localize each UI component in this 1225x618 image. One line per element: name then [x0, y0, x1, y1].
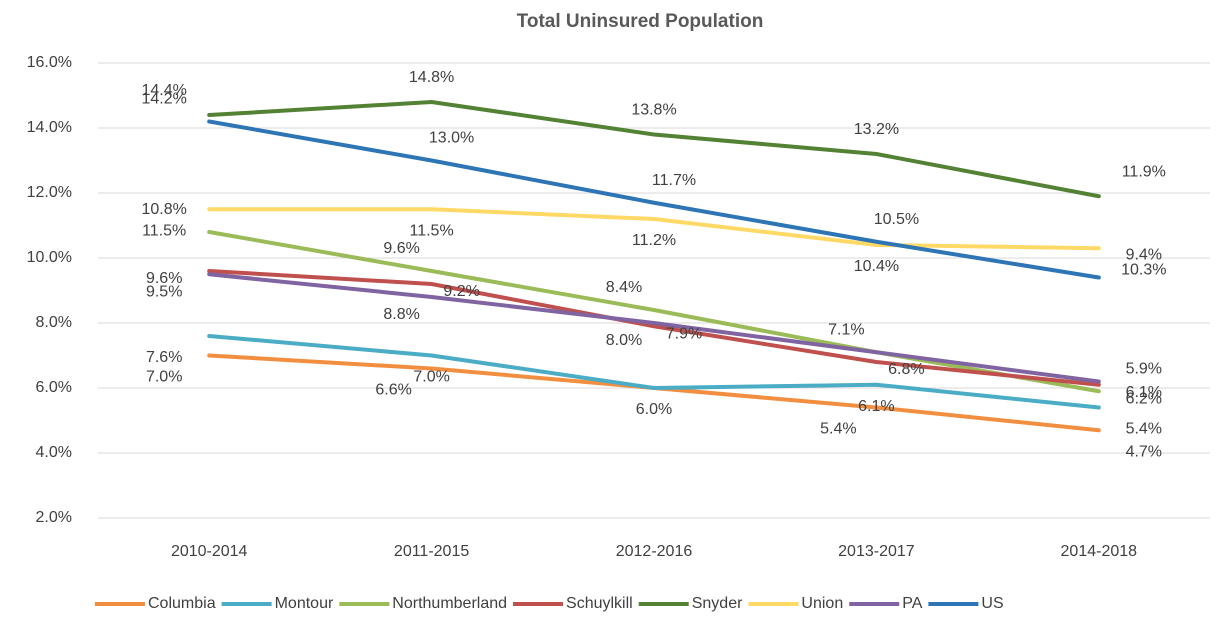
line-series	[207, 269, 1101, 387]
data-label: 6.1%	[1126, 384, 1162, 401]
y-tick-label: 10.0%	[27, 249, 72, 266]
data-label: 13.0%	[429, 130, 474, 147]
data-label: 9.6%	[383, 240, 419, 257]
data-label: 9.6%	[146, 270, 182, 287]
data-label: 10.8%	[142, 201, 187, 218]
data-label: 6.8%	[888, 361, 924, 378]
data-label: 6.0%	[636, 401, 672, 418]
line-series	[207, 272, 1101, 384]
x-tick-label: 2014-2018	[1061, 543, 1138, 560]
y-tick-label: 16.0%	[27, 54, 72, 71]
data-label: 8.4%	[606, 279, 642, 296]
data-label: 4.7%	[1126, 443, 1162, 460]
legend-label: Union	[801, 595, 843, 612]
y-tick-label: 14.0%	[27, 119, 72, 136]
x-tick-label: 2011-2015	[394, 543, 469, 560]
data-label: 14.4%	[142, 82, 187, 99]
data-label: 6.1%	[858, 398, 894, 415]
data-label: 13.2%	[854, 121, 899, 138]
y-tick-label: 2.0%	[36, 509, 72, 526]
data-label: 8.0%	[606, 332, 642, 349]
y-tick-label: 4.0%	[36, 444, 72, 461]
data-label: 11.5%	[410, 222, 454, 239]
data-label: 11.5%	[142, 222, 186, 239]
legend-label: PA	[902, 595, 922, 612]
data-label: 10.5%	[874, 211, 919, 228]
data-label: 6.2%	[1126, 391, 1162, 408]
data-label: 13.8%	[631, 102, 676, 119]
y-tick-label: 12.0%	[27, 184, 72, 201]
legend-label: Northumberland	[392, 595, 507, 612]
y-tick-label: 8.0%	[36, 314, 72, 331]
data-label: 14.2%	[142, 91, 187, 108]
data-label: 6.6%	[375, 382, 411, 399]
data-label: 5.4%	[1126, 421, 1162, 438]
line-series	[207, 230, 1101, 394]
x-tick-label: 2013-2017	[838, 543, 915, 560]
legend-label: Snyder	[692, 595, 743, 612]
data-label: 9.5%	[146, 283, 182, 300]
line-series	[207, 99, 1101, 199]
legend-label: Columbia	[148, 595, 216, 612]
x-tick-label: 2012-2016	[616, 543, 693, 560]
data-label: 11.2%	[632, 232, 676, 249]
data-label: 10.4%	[854, 258, 899, 275]
data-label: 7.0%	[413, 369, 449, 386]
data-label: 9.4%	[1126, 247, 1162, 264]
legend-label: Montour	[275, 595, 334, 612]
data-label: 7.6%	[146, 349, 182, 366]
data-label: 9.2%	[443, 283, 479, 300]
line-series	[207, 119, 1101, 280]
legend-label: US	[981, 595, 1003, 612]
data-label: 7.0%	[146, 369, 182, 386]
data-label: 10.3%	[1121, 261, 1166, 278]
data-label: 11.9%	[1122, 163, 1166, 180]
data-label: 5.9%	[1126, 360, 1162, 377]
chart-title: Total Uninsured Population	[517, 11, 764, 32]
data-label: 14.8%	[409, 69, 454, 86]
data-label: 7.9%	[666, 325, 702, 342]
y-tick-label: 6.0%	[36, 379, 72, 396]
x-tick-label: 2010-2014	[171, 543, 248, 560]
data-label: 11.7%	[652, 172, 696, 189]
data-label: 8.8%	[383, 306, 419, 323]
line-series	[207, 207, 1101, 251]
line-series	[207, 334, 1101, 410]
data-label: 7.1%	[828, 321, 864, 338]
legend-label: Schuylkill	[566, 595, 633, 612]
data-label: 5.4%	[820, 421, 856, 438]
